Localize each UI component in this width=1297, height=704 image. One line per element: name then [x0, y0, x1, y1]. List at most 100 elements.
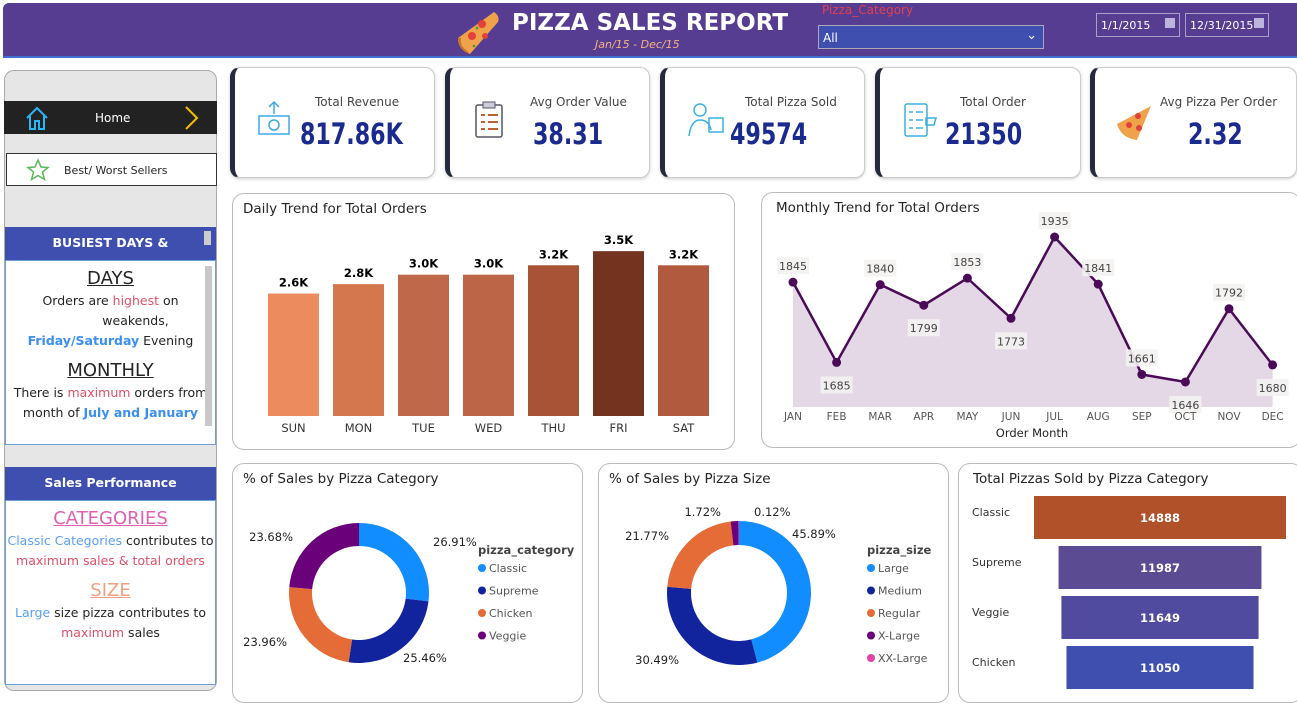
sales-performance-textbox: CATEGORIES Classic Categories contribute…: [5, 500, 216, 685]
funnel-bar-chicken[interactable]: [1066, 646, 1254, 689]
scrollbar[interactable]: [205, 266, 212, 426]
legend-item[interactable]: Chicken: [489, 607, 533, 620]
bar-sun[interactable]: [268, 293, 319, 416]
data-point[interactable]: [1006, 313, 1016, 323]
slice-large[interactable]: [739, 521, 811, 663]
scrollbar[interactable]: [204, 231, 211, 245]
bar-data-label: 2.8K: [344, 266, 374, 280]
legend-item[interactable]: Supreme: [489, 585, 539, 598]
data-point[interactable]: [875, 280, 885, 290]
x-tick-label: JAN: [783, 411, 802, 423]
calendar-icon[interactable]: [1254, 18, 1264, 28]
data-point[interactable]: [1224, 304, 1234, 314]
slice-data-label: 45.89%: [792, 527, 836, 541]
legend-marker[interactable]: [867, 609, 875, 617]
data-label-bg: [1125, 349, 1158, 367]
calendar-icon[interactable]: [1165, 18, 1175, 28]
data-label: 1792: [1215, 287, 1243, 300]
funnel-bar-supreme[interactable]: [1058, 546, 1262, 589]
data-point[interactable]: [962, 273, 972, 283]
legend-marker[interactable]: [478, 609, 486, 617]
funnel-bar-classic[interactable]: [1034, 496, 1286, 539]
slice-classic[interactable]: [359, 523, 429, 602]
report-title: PIZZA SALES REPORT: [512, 10, 789, 36]
home-nav-button[interactable]: Home: [4, 101, 217, 134]
funnel-category-label: Classic: [972, 506, 1010, 519]
bar-sat[interactable]: [658, 265, 709, 416]
x-tick-label: MAR: [868, 411, 892, 423]
bar-wed[interactable]: [463, 274, 514, 416]
funnel-bar-veggie[interactable]: [1061, 596, 1259, 639]
chart-title: Monthly Trend for Total Orders: [776, 200, 980, 216]
data-point[interactable]: [1268, 360, 1278, 370]
x-tick-label: FRI: [610, 421, 628, 435]
legend-marker[interactable]: [867, 631, 875, 640]
start-date-input[interactable]: 1/1/2015: [1096, 13, 1180, 37]
slice-medium[interactable]: [667, 586, 758, 665]
data-label: 1841: [1084, 262, 1112, 275]
data-point[interactable]: [788, 277, 798, 287]
bar-fri[interactable]: [593, 251, 644, 416]
slice-regular[interactable]: [667, 521, 734, 589]
x-tick-label: SEP: [1132, 411, 1152, 423]
data-point[interactable]: [832, 357, 842, 367]
legend-item[interactable]: Medium: [878, 585, 922, 598]
funnel-category-label: Veggie: [972, 606, 1009, 619]
x-tick-label: MAY: [956, 411, 978, 423]
bar-thu[interactable]: [528, 265, 579, 416]
slice-veggie[interactable]: [289, 523, 360, 590]
slice-x-large[interactable]: [730, 521, 739, 546]
end-date-input[interactable]: 12/31/2015: [1185, 13, 1269, 37]
data-point[interactable]: [1093, 279, 1103, 289]
legend-item[interactable]: X-Large: [878, 630, 920, 643]
legend-marker[interactable]: [867, 654, 875, 662]
bar-tue[interactable]: [398, 274, 449, 416]
data-point[interactable]: [1180, 377, 1190, 387]
legend-marker[interactable]: [867, 564, 875, 572]
data-point[interactable]: [1137, 369, 1147, 379]
chart-title: Total Pizzas Sold by Pizza Category: [973, 471, 1209, 487]
x-tick-label: WED: [475, 421, 503, 435]
chart-title: % of Sales by Pizza Category: [243, 471, 439, 487]
slice-xx-large[interactable]: [738, 521, 739, 546]
kpi-card-total-order: Total Order 21350: [875, 67, 1081, 178]
legend-item[interactable]: Regular: [878, 607, 921, 620]
kpi-value: 21350: [945, 117, 1023, 151]
x-tick-label: SUN: [281, 421, 305, 435]
legend-marker[interactable]: [478, 586, 486, 595]
home-label: Home: [95, 111, 131, 125]
slice-supreme[interactable]: [348, 598, 429, 663]
funnel-data-label: 11649: [1140, 611, 1180, 625]
legend-item[interactable]: Classic: [489, 562, 527, 575]
x-axis-title: Order Month: [996, 426, 1068, 440]
monthly-text: There is maximum orders from: [13, 385, 208, 400]
data-point[interactable]: [1050, 232, 1060, 242]
legend-item[interactable]: Large: [878, 562, 909, 575]
legend-item[interactable]: Veggie: [489, 630, 526, 643]
days-text-2: weakends,: [102, 313, 169, 328]
data-point[interactable]: [919, 300, 929, 310]
legend-marker[interactable]: [478, 564, 486, 572]
best-worst-sellers-nav-button[interactable]: Best/ Worst Sellers: [6, 153, 217, 186]
legend-marker[interactable]: [867, 586, 875, 595]
slice-chicken[interactable]: [289, 587, 353, 663]
slice-data-label: 26.91%: [433, 535, 477, 549]
data-label-bg: [1038, 212, 1071, 229]
legend-item[interactable]: XX-Large: [878, 652, 928, 665]
funnel-data-label: 11987: [1140, 561, 1180, 575]
data-label: 1840: [866, 263, 894, 276]
chart-title: % of Sales by Pizza Size: [609, 471, 771, 487]
kpi-value: 49574: [730, 117, 808, 151]
chevron-down-icon: ⌄: [1026, 28, 1037, 43]
best-worst-label: Best/ Worst Sellers: [64, 164, 168, 177]
slice-data-label: 23.68%: [249, 530, 293, 544]
days-text: Orders are highest on: [42, 293, 179, 308]
kpi-label: Avg Pizza Per Order: [1160, 95, 1278, 109]
pizza-category-dropdown[interactable]: All ⌄: [818, 25, 1044, 49]
slice-data-label: 25.46%: [403, 651, 447, 665]
header-bar: [3, 3, 1297, 58]
start-date-value: 1/1/2015: [1101, 19, 1151, 32]
legend-marker[interactable]: [478, 631, 486, 640]
bar-mon[interactable]: [333, 284, 384, 416]
delivery-person-icon: [688, 103, 724, 137]
